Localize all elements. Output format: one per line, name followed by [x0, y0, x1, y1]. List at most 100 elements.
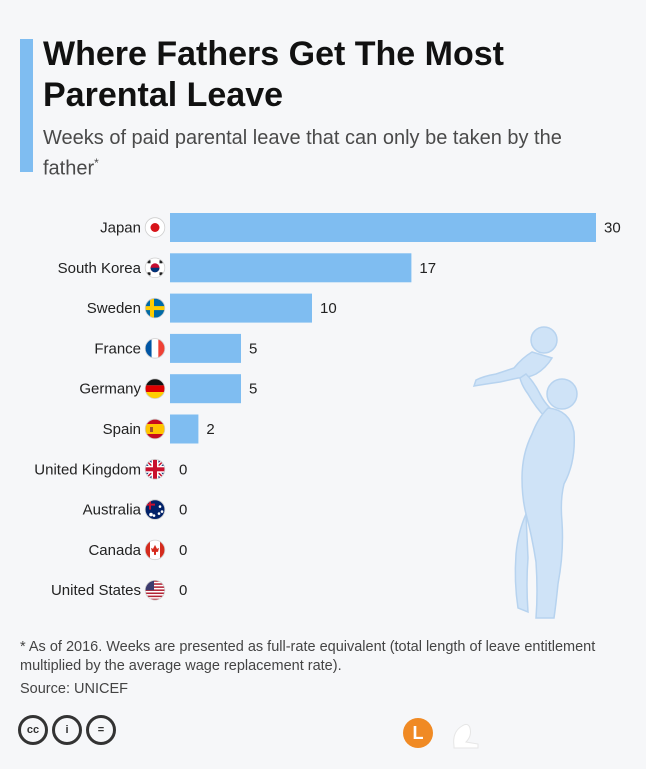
bar-row-france: France 5	[94, 333, 257, 363]
japan-fill	[145, 217, 165, 238]
canada-flag-ring	[144, 539, 166, 561]
united-states-part	[145, 586, 165, 588]
no-derivatives-icon[interactable]: =	[86, 715, 116, 745]
south-korea-part	[159, 272, 163, 276]
germany-fill	[145, 378, 165, 399]
attribution-icon[interactable]: i	[52, 715, 82, 745]
france-flag-icon	[144, 338, 166, 359]
category-label-spain: Spain	[103, 421, 141, 438]
south-korea-fill	[145, 257, 165, 278]
bar-row-united-states: United States 0	[51, 580, 187, 601]
bar-row-spain: Spain 2	[103, 414, 215, 444]
title-accent-bar	[20, 39, 33, 172]
value-label-canada: 0	[179, 542, 187, 559]
bar-row-japan: Japan 30	[100, 213, 621, 242]
bar-france	[170, 333, 241, 363]
france-fill	[145, 338, 165, 359]
bar-row-canada: Canada 0	[88, 539, 187, 561]
germany-flag-ring	[144, 378, 166, 399]
spain-flag-icon	[144, 418, 166, 440]
cc-icon[interactable]: cc	[18, 715, 48, 745]
australia-fill	[145, 499, 165, 520]
united-states-part	[145, 580, 154, 591]
canada-part	[145, 539, 150, 560]
canada-part	[160, 539, 165, 560]
japan-part	[150, 223, 160, 232]
germany-part	[145, 392, 165, 399]
south-korea-flag-icon	[144, 257, 166, 279]
united-states-flag-ring	[144, 580, 166, 601]
australia-flag-icon	[144, 499, 166, 520]
canada-part	[151, 544, 159, 555]
australia-part	[160, 510, 164, 513]
south-korea-part	[147, 260, 151, 264]
value-label-south-korea: 17	[419, 260, 436, 277]
subtitle-marker: *	[94, 156, 99, 170]
united-states-part	[145, 595, 165, 598]
sweden-fill	[145, 298, 165, 319]
sweden-flag-icon	[144, 297, 166, 319]
category-label-australia: Australia	[83, 502, 142, 519]
value-label-australia: 0	[179, 502, 187, 519]
united-states-part	[145, 580, 165, 582]
sweden-part	[145, 306, 165, 311]
chart-title: Where Fathers Get The Most Parental Leav…	[43, 35, 504, 114]
value-label-spain: 2	[206, 421, 214, 438]
australia-flag-ring	[144, 499, 166, 520]
bar-row-australia: Australia 0	[83, 499, 187, 520]
bar-spain	[170, 414, 199, 444]
japan-flag-icon	[144, 217, 166, 238]
south-korea-part	[159, 260, 163, 264]
category-label-germany: Germany	[79, 381, 141, 398]
sweden-flag-ring	[144, 297, 166, 319]
australia-part	[158, 505, 162, 508]
bar-row-united-kingdom: United Kingdom 0	[34, 459, 187, 480]
value-label-japan: 30	[604, 220, 621, 237]
france-part	[151, 338, 159, 359]
father-child-silhouette-icon	[472, 326, 578, 619]
value-label-united-states: 0	[179, 582, 187, 599]
category-label-sweden: Sweden	[87, 300, 141, 317]
germany-part	[145, 378, 165, 386]
spain-flag-ring	[144, 418, 166, 440]
canada-flag-icon	[144, 539, 166, 561]
canada-fill	[145, 539, 165, 560]
bar-row-germany: Germany 5	[79, 374, 257, 404]
bar-japan	[170, 213, 596, 242]
united-kingdom-flag-ring	[144, 459, 166, 480]
bar-row-south-korea: South Korea 17	[58, 253, 436, 283]
license-icons: cc i =	[18, 715, 116, 745]
category-label-united-kingdom: United Kingdom	[34, 461, 141, 478]
chart-subtitle: Weeks of paid parental leave that can on…	[43, 126, 603, 182]
united-kingdom-flag-icon	[144, 459, 166, 480]
australia-part	[145, 503, 155, 506]
value-label-germany: 5	[249, 381, 257, 398]
bar-germany	[170, 374, 241, 404]
bar-row-sweden: Sweden 10	[87, 293, 337, 323]
australia-part	[157, 512, 161, 515]
germany-part	[145, 385, 165, 393]
bar-sweden	[170, 293, 312, 323]
brand-logo-icon[interactable]: L	[403, 718, 433, 748]
category-label-united-states: United States	[51, 582, 141, 599]
value-label-sweden: 10	[320, 300, 337, 317]
south-korea-part	[147, 272, 151, 276]
france-part	[158, 338, 165, 359]
australia-part	[152, 514, 156, 517]
south-korea-flag-ring	[144, 257, 166, 279]
brand-mark-icon	[453, 723, 479, 749]
footnote: * As of 2016. Weeks are presented as ful…	[20, 639, 596, 674]
france-part	[145, 338, 152, 359]
france-flag-ring	[144, 338, 166, 359]
value-label-france: 5	[249, 340, 257, 357]
united-states-flag-icon	[144, 580, 166, 601]
united-states-part	[145, 598, 165, 601]
category-label-japan: Japan	[100, 220, 141, 237]
subtitle-text: Weeks of paid parental leave that can on…	[43, 127, 562, 180]
category-label-france: France	[94, 340, 141, 357]
category-label-canada: Canada	[88, 542, 141, 559]
value-label-united-kingdom: 0	[179, 461, 187, 478]
spain-fill	[145, 419, 165, 439]
source-note: Source: UNICEF	[20, 681, 128, 697]
bar-south-korea	[170, 253, 412, 283]
